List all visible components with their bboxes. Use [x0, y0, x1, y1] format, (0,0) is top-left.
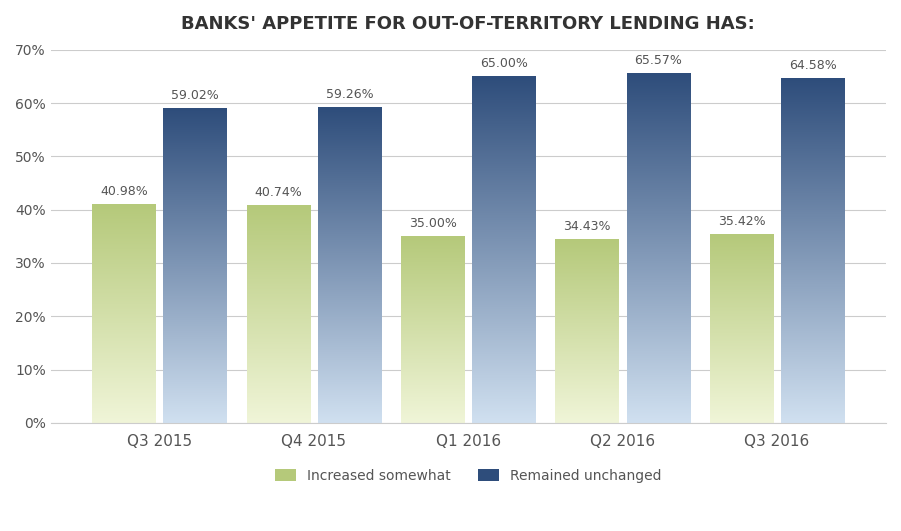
Legend: Increased somewhat, Remained unchanged: Increased somewhat, Remained unchanged	[275, 469, 661, 483]
Text: 40.74%: 40.74%	[254, 186, 302, 199]
Text: 59.26%: 59.26%	[326, 88, 373, 101]
Text: 65.00%: 65.00%	[480, 57, 528, 70]
Text: 65.57%: 65.57%	[634, 54, 682, 67]
Text: 34.43%: 34.43%	[563, 220, 611, 233]
Text: 35.00%: 35.00%	[409, 217, 457, 230]
Text: 64.58%: 64.58%	[789, 59, 837, 72]
Text: 59.02%: 59.02%	[171, 89, 219, 102]
Text: 35.42%: 35.42%	[718, 215, 765, 228]
Text: 40.98%: 40.98%	[100, 185, 148, 198]
Title: BANKS' APPETITE FOR OUT-OF-TERRITORY LENDING HAS:: BANKS' APPETITE FOR OUT-OF-TERRITORY LEN…	[181, 15, 755, 33]
